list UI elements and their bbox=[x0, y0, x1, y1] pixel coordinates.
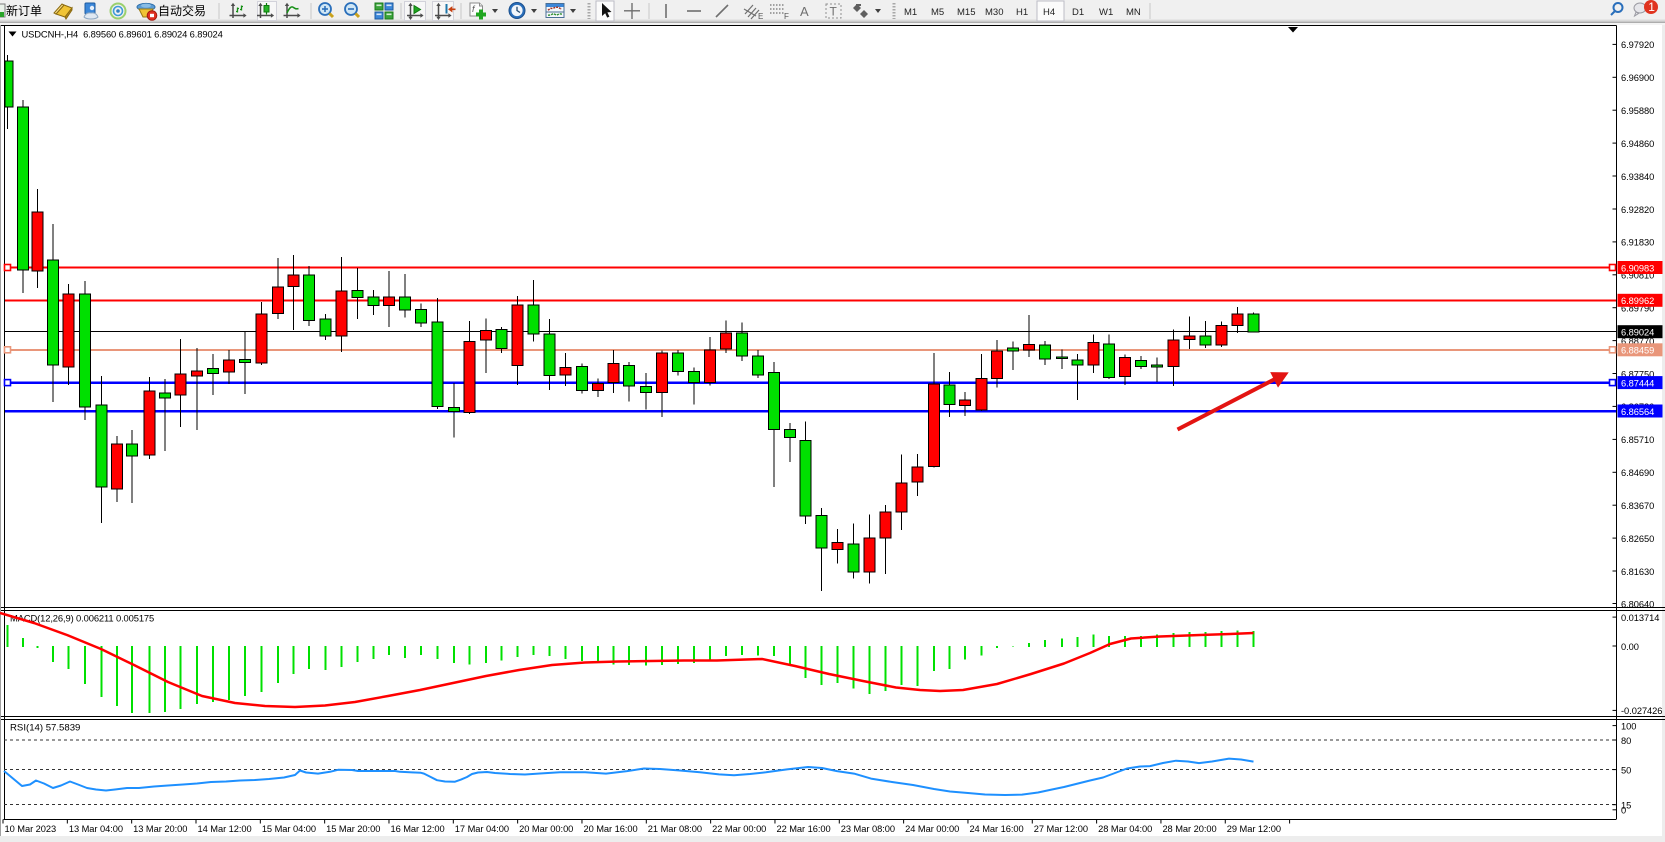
svg-text:16 Mar 12:00: 16 Mar 12:00 bbox=[390, 824, 444, 834]
svg-text:H1: H1 bbox=[1016, 7, 1028, 18]
svg-text:15 Mar 04:00: 15 Mar 04:00 bbox=[262, 824, 316, 834]
svg-text:自动交易: 自动交易 bbox=[158, 3, 206, 18]
svg-text:17 Mar 04:00: 17 Mar 04:00 bbox=[455, 824, 509, 834]
svg-text:M30: M30 bbox=[985, 7, 1003, 18]
svg-text:M1: M1 bbox=[904, 7, 917, 18]
svg-text:6.94860: 6.94860 bbox=[1621, 139, 1654, 149]
svg-text:6.92820: 6.92820 bbox=[1621, 205, 1654, 215]
svg-text:50: 50 bbox=[1621, 765, 1631, 775]
svg-text:W1: W1 bbox=[1099, 7, 1113, 18]
svg-text:28 Mar 20:00: 28 Mar 20:00 bbox=[1162, 824, 1216, 834]
svg-text:10 Mar 2023: 10 Mar 2023 bbox=[5, 824, 57, 834]
svg-text:22 Mar 16:00: 22 Mar 16:00 bbox=[776, 824, 830, 834]
svg-text:27 Mar 12:00: 27 Mar 12:00 bbox=[1034, 824, 1088, 834]
svg-text:0.00: 0.00 bbox=[1621, 642, 1639, 652]
svg-text:RSI(14) 57.5839: RSI(14) 57.5839 bbox=[10, 723, 80, 734]
svg-text:6.85710: 6.85710 bbox=[1621, 435, 1654, 445]
svg-text:6.87444: 6.87444 bbox=[1621, 378, 1654, 388]
svg-text:M5: M5 bbox=[931, 7, 944, 18]
svg-text:20 Mar 16:00: 20 Mar 16:00 bbox=[583, 824, 637, 834]
svg-text:6.89024: 6.89024 bbox=[1621, 328, 1654, 338]
svg-text:MN: MN bbox=[1126, 7, 1141, 18]
svg-text:80: 80 bbox=[1621, 736, 1631, 746]
svg-text:6.93840: 6.93840 bbox=[1621, 172, 1654, 182]
svg-text:21 Mar 08:00: 21 Mar 08:00 bbox=[648, 824, 702, 834]
svg-text:M15: M15 bbox=[957, 7, 975, 18]
svg-text:-0.027426: -0.027426 bbox=[1621, 706, 1662, 716]
svg-text:新订单: 新订单 bbox=[6, 3, 42, 18]
svg-text:100: 100 bbox=[1621, 721, 1636, 731]
svg-text:f: f bbox=[472, 4, 476, 14]
svg-text:6.81630: 6.81630 bbox=[1621, 567, 1654, 577]
svg-text:1: 1 bbox=[1648, 0, 1655, 14]
svg-text:6.83670: 6.83670 bbox=[1621, 501, 1654, 511]
svg-text:15: 15 bbox=[1621, 801, 1631, 811]
svg-text:D1: D1 bbox=[1072, 7, 1084, 18]
svg-text:6.95880: 6.95880 bbox=[1621, 106, 1654, 116]
svg-text:24 Mar 16:00: 24 Mar 16:00 bbox=[969, 824, 1023, 834]
svg-text:29 Mar 12:00: 29 Mar 12:00 bbox=[1227, 824, 1281, 834]
svg-text:F: F bbox=[784, 12, 789, 21]
svg-text:0: 0 bbox=[1621, 806, 1626, 816]
svg-text:MACD(12,26,9) 0.006211 0.00517: MACD(12,26,9) 0.006211 0.005175 bbox=[10, 613, 154, 624]
svg-text:15 Mar 20:00: 15 Mar 20:00 bbox=[326, 824, 380, 834]
svg-text:USDCNH-,H4 6.89560 6.89601 6.: USDCNH-,H4 6.89560 6.89601 6.89024 6.890… bbox=[22, 29, 223, 40]
svg-text:T: T bbox=[830, 5, 838, 19]
svg-text:6.87750: 6.87750 bbox=[1621, 369, 1654, 379]
svg-text:24 Mar 00:00: 24 Mar 00:00 bbox=[905, 824, 959, 834]
svg-text:28 Mar 04:00: 28 Mar 04:00 bbox=[1098, 824, 1152, 834]
svg-text:6.90983: 6.90983 bbox=[1621, 263, 1654, 273]
svg-text:6.91830: 6.91830 bbox=[1621, 238, 1654, 248]
svg-text:6.89790: 6.89790 bbox=[1621, 304, 1654, 314]
svg-text:23 Mar 08:00: 23 Mar 08:00 bbox=[841, 824, 895, 834]
svg-text:14 Mar 12:00: 14 Mar 12:00 bbox=[197, 824, 251, 834]
svg-text:6.80640: 6.80640 bbox=[1621, 599, 1654, 609]
svg-text:6.89962: 6.89962 bbox=[1621, 296, 1654, 306]
svg-text:6.97920: 6.97920 bbox=[1621, 40, 1654, 50]
svg-text:6.88459: 6.88459 bbox=[1621, 346, 1654, 356]
svg-text:22 Mar 00:00: 22 Mar 00:00 bbox=[712, 824, 766, 834]
svg-text:E: E bbox=[758, 12, 763, 21]
svg-text:6.96900: 6.96900 bbox=[1621, 73, 1654, 83]
svg-text:6.90810: 6.90810 bbox=[1621, 271, 1654, 281]
svg-text:6.82650: 6.82650 bbox=[1621, 534, 1654, 544]
svg-text:13 Mar 20:00: 13 Mar 20:00 bbox=[133, 824, 187, 834]
svg-text:A: A bbox=[800, 4, 809, 19]
svg-text:6.88770: 6.88770 bbox=[1621, 336, 1654, 346]
svg-text:6.84690: 6.84690 bbox=[1621, 468, 1654, 478]
svg-text:H4: H4 bbox=[1043, 7, 1055, 18]
svg-text:13 Mar 04:00: 13 Mar 04:00 bbox=[69, 824, 123, 834]
svg-text:0.013714: 0.013714 bbox=[1621, 613, 1659, 623]
svg-text:20 Mar 00:00: 20 Mar 00:00 bbox=[519, 824, 573, 834]
svg-text:6.86564: 6.86564 bbox=[1621, 407, 1654, 417]
